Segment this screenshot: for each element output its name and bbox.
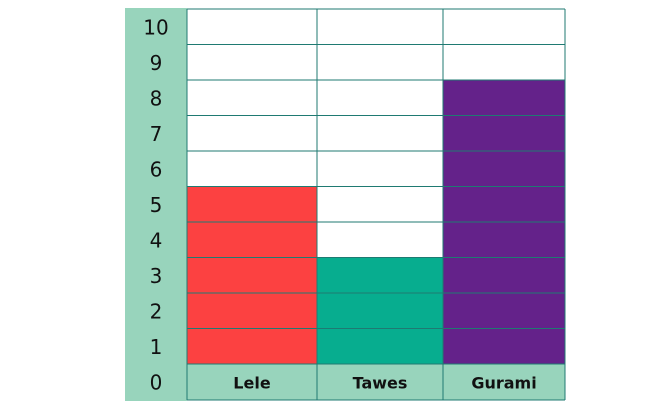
y-tick-label: 1	[150, 335, 163, 359]
x-tick-label: Lele	[233, 374, 271, 393]
y-tick-label: 8	[150, 86, 163, 110]
y-tick-label: 7	[150, 122, 163, 146]
y-tick-label: 4	[150, 228, 163, 252]
y-tick-label: 2	[150, 299, 163, 323]
category-row	[187, 364, 565, 400]
bar	[187, 186, 317, 364]
y-tick-label: 9	[150, 51, 163, 75]
x-tick-label: Gurami	[471, 374, 536, 393]
y-tick-label: 5	[150, 193, 163, 217]
y-tick-label: 6	[150, 157, 163, 181]
bar	[317, 257, 443, 364]
x-tick-label: Tawes	[353, 374, 408, 393]
y-tick-label: 10	[143, 15, 168, 39]
y-tick-label: 0	[150, 370, 163, 394]
axis-column	[125, 8, 187, 401]
y-tick-label: 3	[150, 264, 163, 288]
